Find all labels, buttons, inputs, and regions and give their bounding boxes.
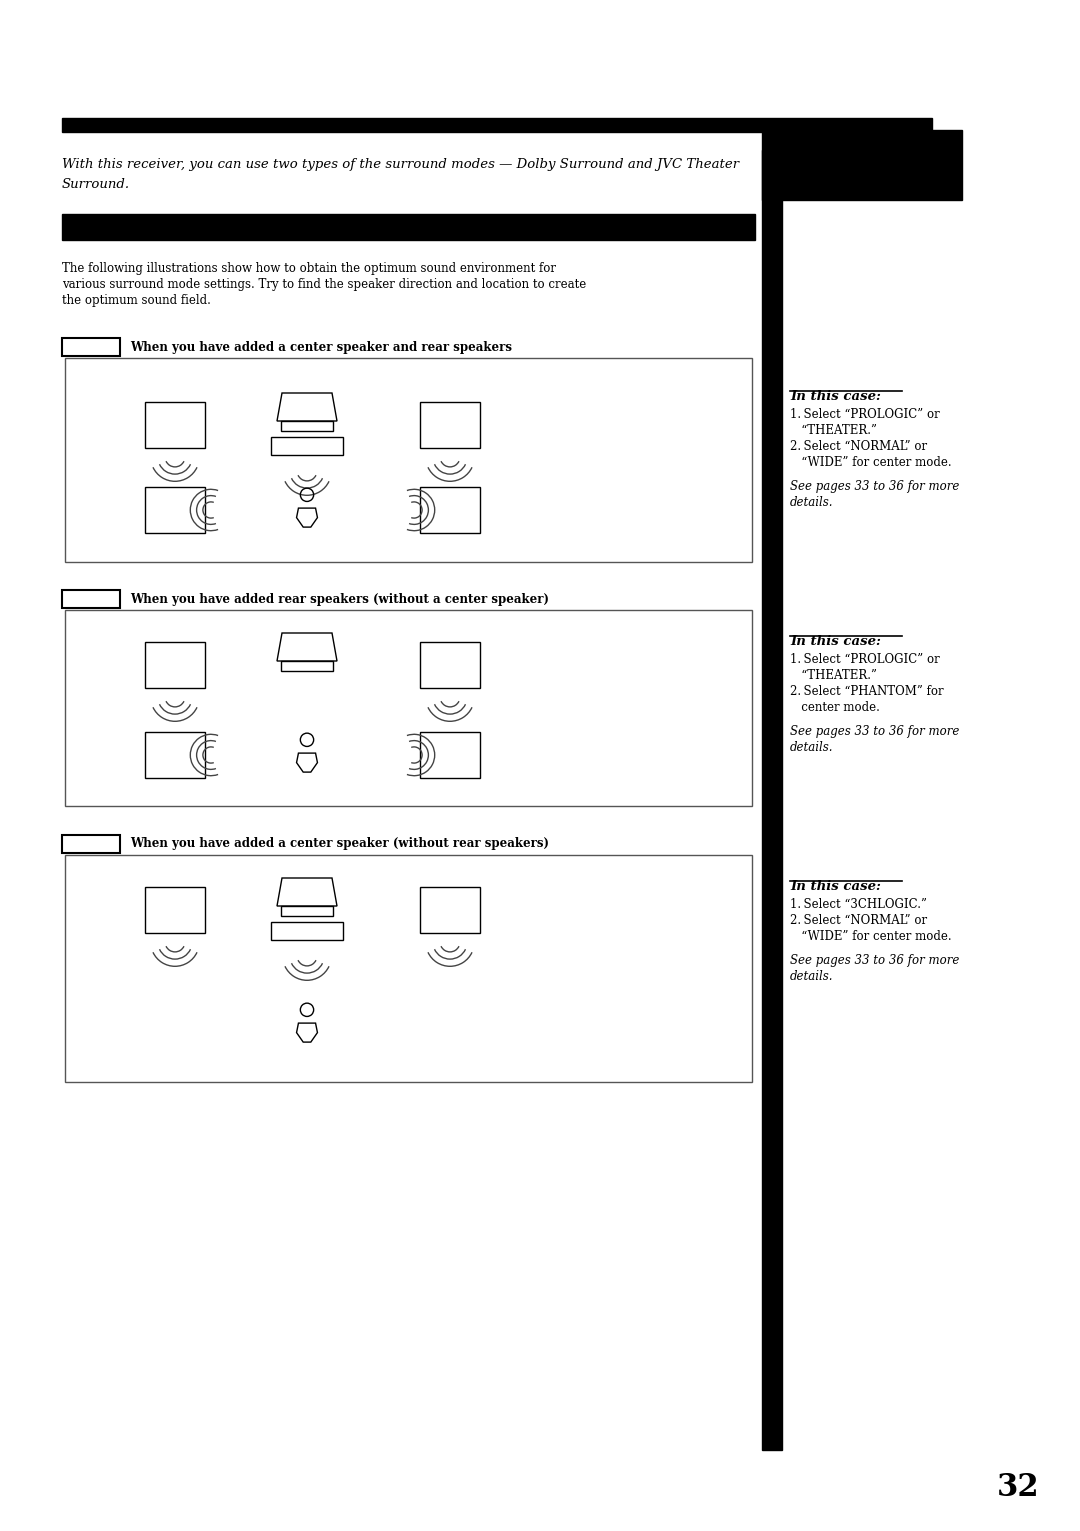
Text: 2. Select “PHANTOM” for: 2. Select “PHANTOM” for xyxy=(789,684,944,698)
Text: 1. Select “PROLOGIC” or: 1. Select “PROLOGIC” or xyxy=(789,407,940,421)
Text: speaker: speaker xyxy=(429,914,471,923)
Bar xyxy=(420,641,480,687)
Bar xyxy=(281,661,333,671)
Text: speaker: speaker xyxy=(429,758,471,767)
Bar xyxy=(62,338,120,357)
Polygon shape xyxy=(276,877,337,906)
Text: When you have added rear speakers (without a center speaker): When you have added rear speakers (witho… xyxy=(130,592,549,605)
Text: See pages 33 to 36 for more: See pages 33 to 36 for more xyxy=(789,726,959,738)
Text: Center speaker: Center speaker xyxy=(272,441,342,450)
Text: speaker: speaker xyxy=(154,914,195,923)
Bar xyxy=(62,118,932,132)
Text: “THEATER.”: “THEATER.” xyxy=(789,669,877,681)
Text: TV: TV xyxy=(299,645,314,654)
Text: In this case:: In this case: xyxy=(789,880,881,893)
Text: Front: Front xyxy=(435,415,464,424)
Text: TV: TV xyxy=(299,404,314,413)
Bar xyxy=(420,732,480,778)
Text: speaker: speaker xyxy=(429,513,471,522)
Bar xyxy=(65,854,752,1082)
Text: “THEATER.”: “THEATER.” xyxy=(789,424,877,436)
Polygon shape xyxy=(276,393,337,421)
Bar xyxy=(145,641,205,687)
Bar xyxy=(762,150,782,1450)
Text: details.: details. xyxy=(789,971,834,983)
Bar xyxy=(271,922,343,940)
Text: speaker: speaker xyxy=(154,429,195,438)
Bar xyxy=(281,421,333,432)
Text: 2. Select “NORMAL” or: 2. Select “NORMAL” or xyxy=(789,439,927,453)
Text: In this case:: In this case: xyxy=(789,390,881,403)
Bar xyxy=(65,609,752,805)
Text: Front: Front xyxy=(435,900,464,908)
Bar xyxy=(281,906,333,916)
Text: TV: TV xyxy=(299,890,314,899)
Text: Center speaker: Center speaker xyxy=(272,926,342,935)
Text: CASE 3: CASE 3 xyxy=(68,837,114,851)
Text: CASE 2: CASE 2 xyxy=(68,592,114,605)
Text: Front: Front xyxy=(160,415,190,424)
Text: details.: details. xyxy=(789,741,834,753)
Text: Front: Front xyxy=(160,654,190,663)
Text: The following illustrations show how to obtain the optimum sound environment for: The following illustrations show how to … xyxy=(62,262,556,276)
Polygon shape xyxy=(276,632,337,661)
Bar xyxy=(420,487,480,533)
Bar xyxy=(62,589,120,608)
Text: With this receiver, you can use two types of the surround modes — Dolby Surround: With this receiver, you can use two type… xyxy=(62,158,739,171)
Text: 32: 32 xyxy=(997,1473,1039,1503)
Bar xyxy=(62,214,755,240)
Text: details.: details. xyxy=(789,496,834,508)
Text: center mode.: center mode. xyxy=(789,701,880,713)
Text: speaker: speaker xyxy=(154,758,195,767)
Text: “WIDE” for center mode.: “WIDE” for center mode. xyxy=(789,929,951,943)
Bar xyxy=(762,130,962,201)
Text: the optimum sound field.: the optimum sound field. xyxy=(62,294,211,308)
Bar xyxy=(65,358,752,562)
Text: Rear: Rear xyxy=(437,744,462,753)
Text: various surround mode settings. Try to find the speaker direction and location t: various surround mode settings. Try to f… xyxy=(62,279,586,291)
Bar xyxy=(145,487,205,533)
Text: 2. Select “NORMAL” or: 2. Select “NORMAL” or xyxy=(789,914,927,926)
Bar xyxy=(145,403,205,449)
Bar xyxy=(145,732,205,778)
Bar xyxy=(62,834,120,853)
Text: When you have added a center speaker (without rear speakers): When you have added a center speaker (wi… xyxy=(130,837,549,851)
Text: Speaker Arrangements for Surround Modes: Speaker Arrangements for Surround Modes xyxy=(72,227,414,240)
Text: In this case:: In this case: xyxy=(789,635,881,648)
Text: CASE 1: CASE 1 xyxy=(68,340,114,354)
Text: Surround.: Surround. xyxy=(62,178,130,191)
Text: Front: Front xyxy=(435,654,464,663)
Text: speaker: speaker xyxy=(429,669,471,678)
Bar xyxy=(420,886,480,932)
Text: speaker: speaker xyxy=(154,669,195,678)
Text: Front: Front xyxy=(160,900,190,908)
Text: “WIDE” for center mode.: “WIDE” for center mode. xyxy=(789,456,951,468)
Text: See pages 33 to 36 for more: See pages 33 to 36 for more xyxy=(789,481,959,493)
Text: speaker: speaker xyxy=(429,429,471,438)
Bar xyxy=(420,403,480,449)
Text: Rear: Rear xyxy=(162,744,188,753)
Text: See pages 33 to 36 for more: See pages 33 to 36 for more xyxy=(789,954,959,968)
Text: When you have added a center speaker and rear speakers: When you have added a center speaker and… xyxy=(130,340,512,354)
Text: 1. Select “3CHLOGIC.”: 1. Select “3CHLOGIC.” xyxy=(789,899,927,911)
Bar xyxy=(271,436,343,455)
Text: Rear: Rear xyxy=(162,499,188,508)
Bar xyxy=(145,886,205,932)
Text: speaker: speaker xyxy=(154,513,195,522)
Text: 1. Select “PROLOGIC” or: 1. Select “PROLOGIC” or xyxy=(789,654,940,666)
Text: Rear: Rear xyxy=(437,499,462,508)
